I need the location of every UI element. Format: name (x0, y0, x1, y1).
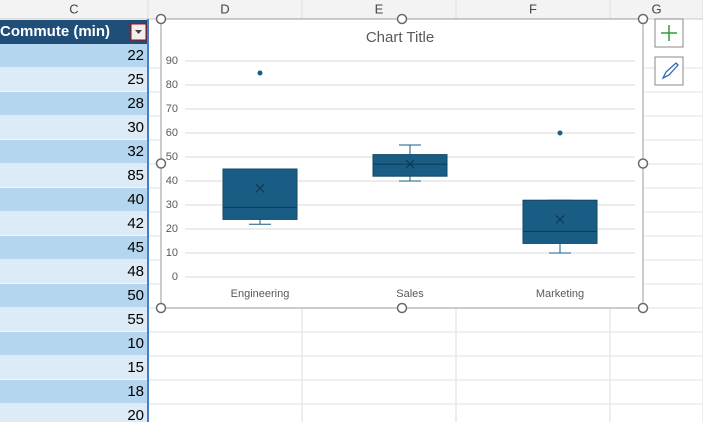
table-value: 42 (127, 215, 144, 232)
add-element-button[interactable] (654, 18, 684, 48)
table-value: 18 (127, 383, 144, 400)
chart[interactable]: Chart Title 0 10 20 30 40 50 60 70 80 90 Engineeri… (155, 13, 649, 314)
chart-buttons (654, 18, 684, 86)
table-value: 55 (127, 311, 144, 328)
mean-marker (405, 159, 415, 169)
brush-icon (661, 62, 679, 80)
resize-handle[interactable] (155, 158, 167, 169)
x-tick-label: Sales (396, 288, 424, 300)
outlier (557, 130, 563, 136)
table-row (0, 284, 148, 308)
table-row (0, 380, 148, 404)
table-value: 30 (127, 119, 144, 136)
resize-handle[interactable] (637, 158, 649, 169)
column-header: E (375, 1, 384, 16)
mean-marker (555, 214, 565, 224)
y-tick-label: 50 (166, 151, 178, 163)
table-row (0, 116, 148, 140)
plus-icon (661, 25, 677, 41)
table-row (0, 212, 148, 236)
style-button[interactable] (654, 56, 684, 86)
y-tick-label: 0 (172, 271, 178, 283)
column-header: C (69, 1, 78, 16)
y-tick-label: 10 (166, 247, 178, 259)
table-value: 28 (127, 95, 144, 112)
table-row (0, 164, 148, 188)
table-header-text: Commute (min) (0, 23, 110, 40)
table-row (0, 188, 148, 212)
table-value: 85 (127, 167, 144, 184)
x-tick-label: Engineering (231, 288, 290, 300)
resize-handle[interactable] (396, 302, 408, 314)
table-value: 45 (127, 239, 144, 256)
filter-arrow (135, 30, 142, 34)
table-value: 20 (127, 407, 144, 422)
table-row (0, 236, 148, 260)
box (372, 154, 448, 177)
y-tick-label: 30 (166, 199, 178, 211)
table-row (0, 260, 148, 284)
column-header: D (220, 1, 229, 16)
y-tick-label: 60 (166, 127, 178, 139)
outlier (257, 70, 263, 76)
y-tick-label: 70 (166, 103, 178, 115)
table-value: 32 (127, 143, 144, 160)
table-header-cell (0, 20, 148, 44)
chart-title[interactable]: Chart Title (366, 29, 434, 46)
y-tick-label: 90 (166, 55, 178, 67)
table-row (0, 140, 148, 164)
table-row (0, 92, 148, 116)
resize-handle[interactable] (637, 13, 649, 25)
column-header: G (651, 1, 661, 16)
box (222, 168, 298, 220)
column-header-bar (0, 0, 703, 19)
column-header: F (529, 1, 537, 16)
resize-handle[interactable] (637, 302, 649, 314)
resize-handle[interactable] (396, 13, 408, 25)
x-tick-label: Marketing (536, 288, 584, 300)
table-value: 10 (127, 335, 144, 352)
table-value: 48 (127, 263, 144, 280)
table-row (0, 356, 148, 380)
table-value: 50 (127, 287, 144, 304)
resize-handle[interactable] (155, 302, 167, 314)
table-value: 25 (127, 71, 144, 88)
table-row (0, 332, 148, 356)
table-value: 40 (127, 191, 144, 208)
table-value: 15 (127, 359, 144, 376)
table-row (0, 44, 148, 68)
table-row (0, 404, 148, 422)
table-value: 22 (127, 47, 144, 64)
y-tick-label: 40 (166, 175, 178, 187)
resize-handle[interactable] (155, 13, 167, 25)
y-tick-label: 80 (166, 79, 178, 91)
table-row (0, 308, 148, 332)
mean-marker (255, 183, 265, 193)
box (522, 199, 598, 244)
table-row (0, 68, 148, 92)
y-tick-label: 20 (166, 223, 178, 235)
